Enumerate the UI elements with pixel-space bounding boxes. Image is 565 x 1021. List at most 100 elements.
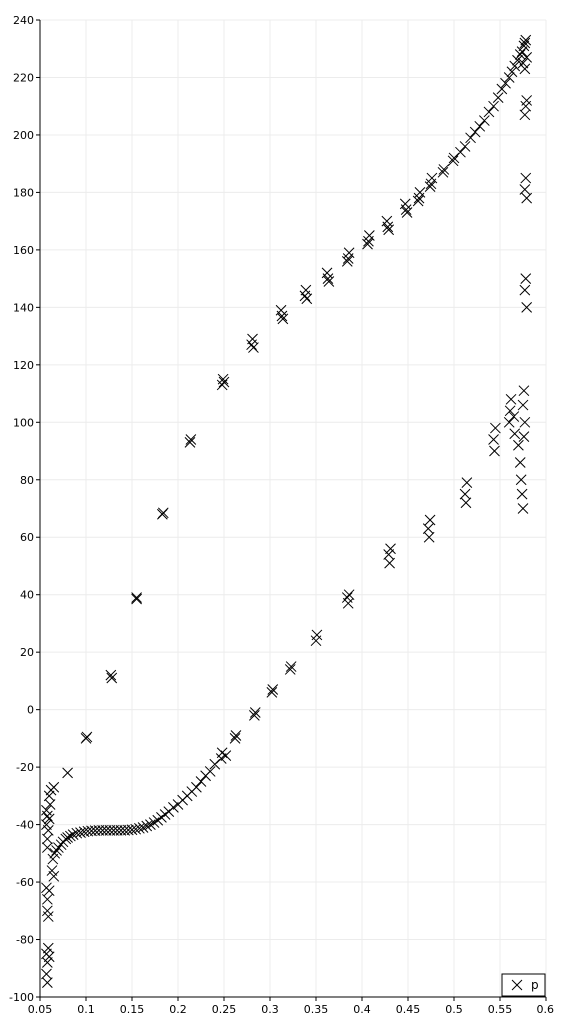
data-point [521,52,533,63]
data-point [362,238,373,250]
data-point [42,942,54,954]
data-point [508,411,520,422]
y-tick-label: 220 [13,71,34,84]
grid-layer [39,19,547,998]
data-point [521,301,533,313]
data-point [43,790,55,802]
data-point [266,687,278,698]
data-point [514,49,526,60]
data-point [512,54,523,66]
data-point [41,968,52,980]
data-point [343,247,355,259]
legend: p [501,973,546,997]
y-tick-label: -40 [16,819,34,832]
data-point [51,845,62,856]
data-point [503,416,515,428]
x-tick-label: 0.1 [77,1003,95,1016]
data-point [460,497,472,509]
data-point [220,750,232,761]
data-point [488,434,499,445]
data-point [105,669,117,681]
data-point [42,977,53,988]
data-point [500,77,511,89]
data-point [424,514,436,526]
data-point [184,437,196,448]
data-point [62,767,73,779]
y-tick-label: 180 [13,186,34,199]
data-point [383,549,395,560]
data-point [126,824,138,836]
data-point [47,853,59,865]
data-point [43,885,55,897]
data-point [384,557,395,569]
data-point [204,766,216,777]
data-point [489,445,500,457]
data-point [518,431,530,443]
data-point [490,422,501,434]
x-tick-label: 0.25 [212,1003,237,1016]
data-point [42,911,54,922]
data-point [513,439,524,451]
data-point [517,57,529,69]
data-point [42,957,53,968]
data-point [311,629,323,641]
y-tick-label: 20 [20,646,34,659]
y-tick-label: 0 [27,704,34,717]
data-point [474,120,486,132]
data-point [43,813,55,825]
data-point [44,799,56,810]
data-point [141,820,153,832]
data-point [65,830,76,842]
data-point [42,810,53,822]
data-point [412,195,424,207]
legend-label: p [531,978,539,992]
data-point [437,166,449,178]
data-point [321,267,333,279]
data-point [516,46,528,57]
data-point [217,373,229,385]
data-point [518,40,530,52]
data-point [401,207,413,218]
legend-box [501,973,546,997]
data-point [519,184,531,195]
data-point [267,684,279,695]
data-point [520,34,532,46]
data-point [48,870,60,882]
x-tick-label: 0.3 [261,1003,279,1016]
data-point [341,592,353,603]
data-point [168,801,179,813]
y-tick-label: 100 [13,416,34,429]
data-point [218,376,230,388]
data-point [249,710,260,721]
data-point [364,230,375,241]
data-point [505,393,517,405]
y-tick-label: 240 [13,14,34,27]
data-point [341,256,353,267]
x-tick-label: 0.55 [488,1003,513,1016]
y-tick-label: -100 [9,991,34,1004]
data-point [43,951,55,963]
data-point [49,847,61,859]
data-point [514,457,526,468]
data-point [249,707,261,718]
data-point [424,181,436,193]
data-point [509,428,521,440]
data-point [145,819,156,830]
data-point [67,829,79,840]
data-point [517,399,529,411]
data-point [422,523,434,534]
data-point [519,284,531,296]
data-point [185,434,197,445]
y-tick-label: 40 [20,589,34,602]
x-tick-label: 0.05 [28,1003,53,1016]
data-points-layer [41,34,533,988]
data-point [62,832,73,843]
data-point [131,592,142,603]
data-point [492,92,504,103]
x-tick-label: 0.15 [120,1003,145,1016]
data-point [519,37,531,49]
data-point [42,824,54,836]
data-point [506,66,518,78]
data-point [447,155,459,167]
